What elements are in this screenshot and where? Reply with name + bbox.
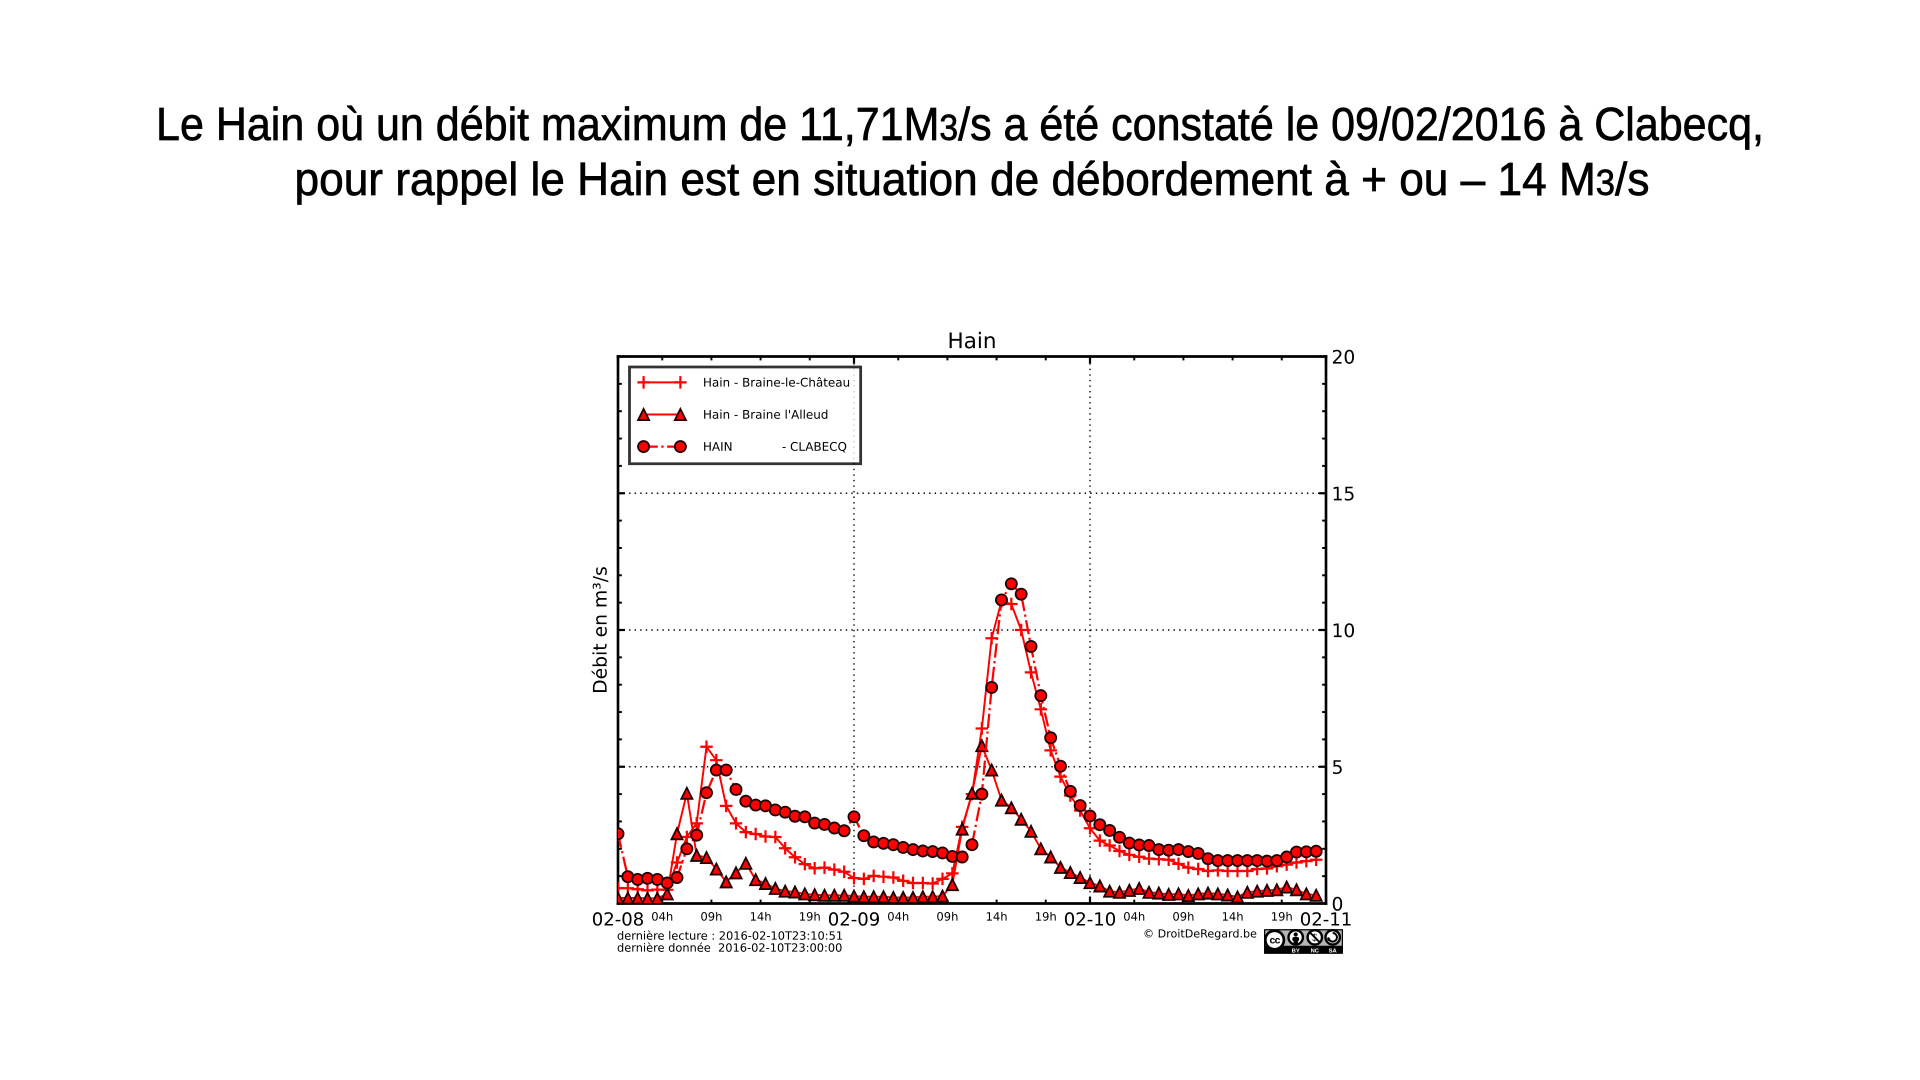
svg-text:NC: NC [1311,948,1320,954]
svg-text:cc: cc [1270,935,1281,947]
svg-text:SA: SA [1329,948,1338,954]
svg-text:BY: BY [1292,948,1300,954]
